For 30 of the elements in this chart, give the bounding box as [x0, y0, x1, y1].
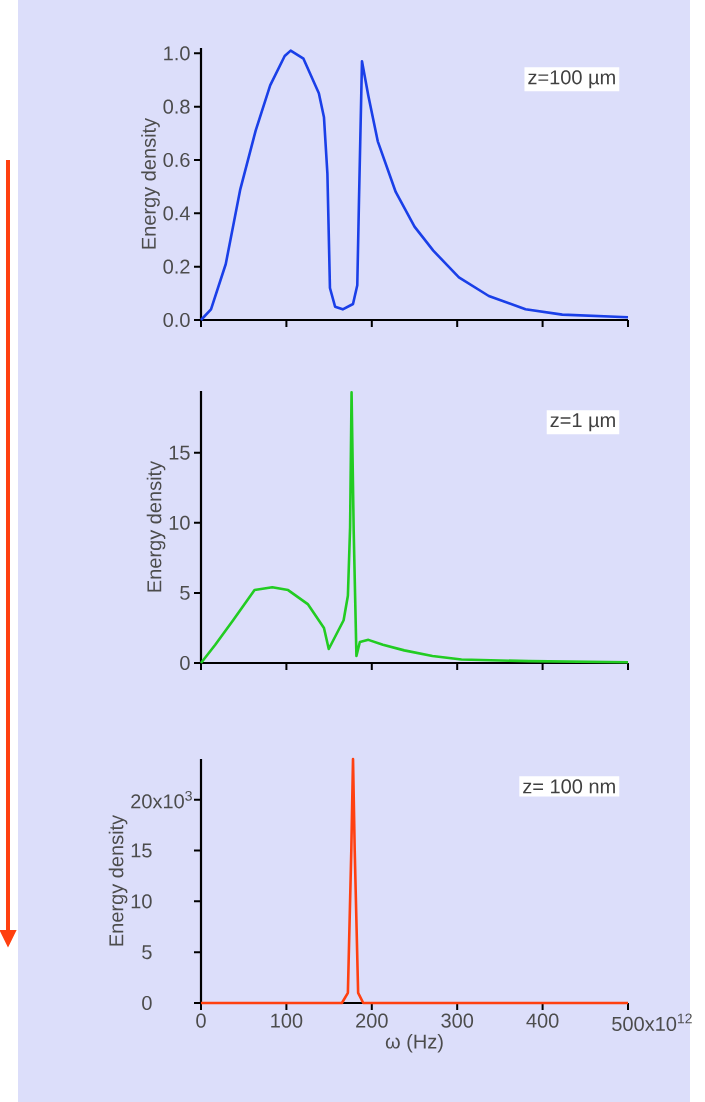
annotation: z= 100 nm [523, 779, 615, 794]
y-tick-label: 10 [169, 515, 190, 530]
y-axis-title: Energy density [141, 117, 160, 249]
x-tick-label: 500 [612, 1016, 644, 1032]
y-tick-label: 5 [180, 585, 190, 600]
y-axis-title: Energy density [146, 460, 166, 592]
y-tick-label: 0.6 [163, 152, 190, 168]
y-tick-label: 10 [131, 894, 152, 909]
y-tick-label: 0.4 [163, 206, 190, 221]
y-tick-label: 15 [169, 445, 190, 460]
y-tick-label: 1.0 [164, 46, 190, 61]
x-tick-label: 0 [196, 1013, 206, 1028]
y-tick-label: 0.0 [163, 312, 190, 328]
annotation: z=1 µm [550, 413, 615, 432]
y-tick-label: 0.8 [163, 99, 190, 114]
x-axis-title: ω (Hz) [385, 1033, 443, 1053]
x-tick-label: 100 [271, 1013, 303, 1028]
annotation: z=100 µm [528, 70, 615, 89]
y-tick-label: 5 [142, 945, 152, 960]
x-tick-label: 300 [441, 1013, 474, 1028]
y-tick-label: 20 [131, 794, 152, 809]
x-tick-label: 200 [356, 1013, 388, 1028]
y-tick-label: 0 [180, 655, 190, 671]
text: x10$^{3}$ [152, 790, 192, 809]
y-axis-title: Energy density [108, 814, 128, 946]
y-tick-label: 0 [142, 995, 152, 1011]
x-tick-label: 400 [526, 1013, 559, 1028]
y-tick-label: 0.2 [163, 259, 190, 274]
y-tick-label: 15 [131, 843, 152, 858]
text: x10$^{12}$ [644, 1013, 692, 1032]
